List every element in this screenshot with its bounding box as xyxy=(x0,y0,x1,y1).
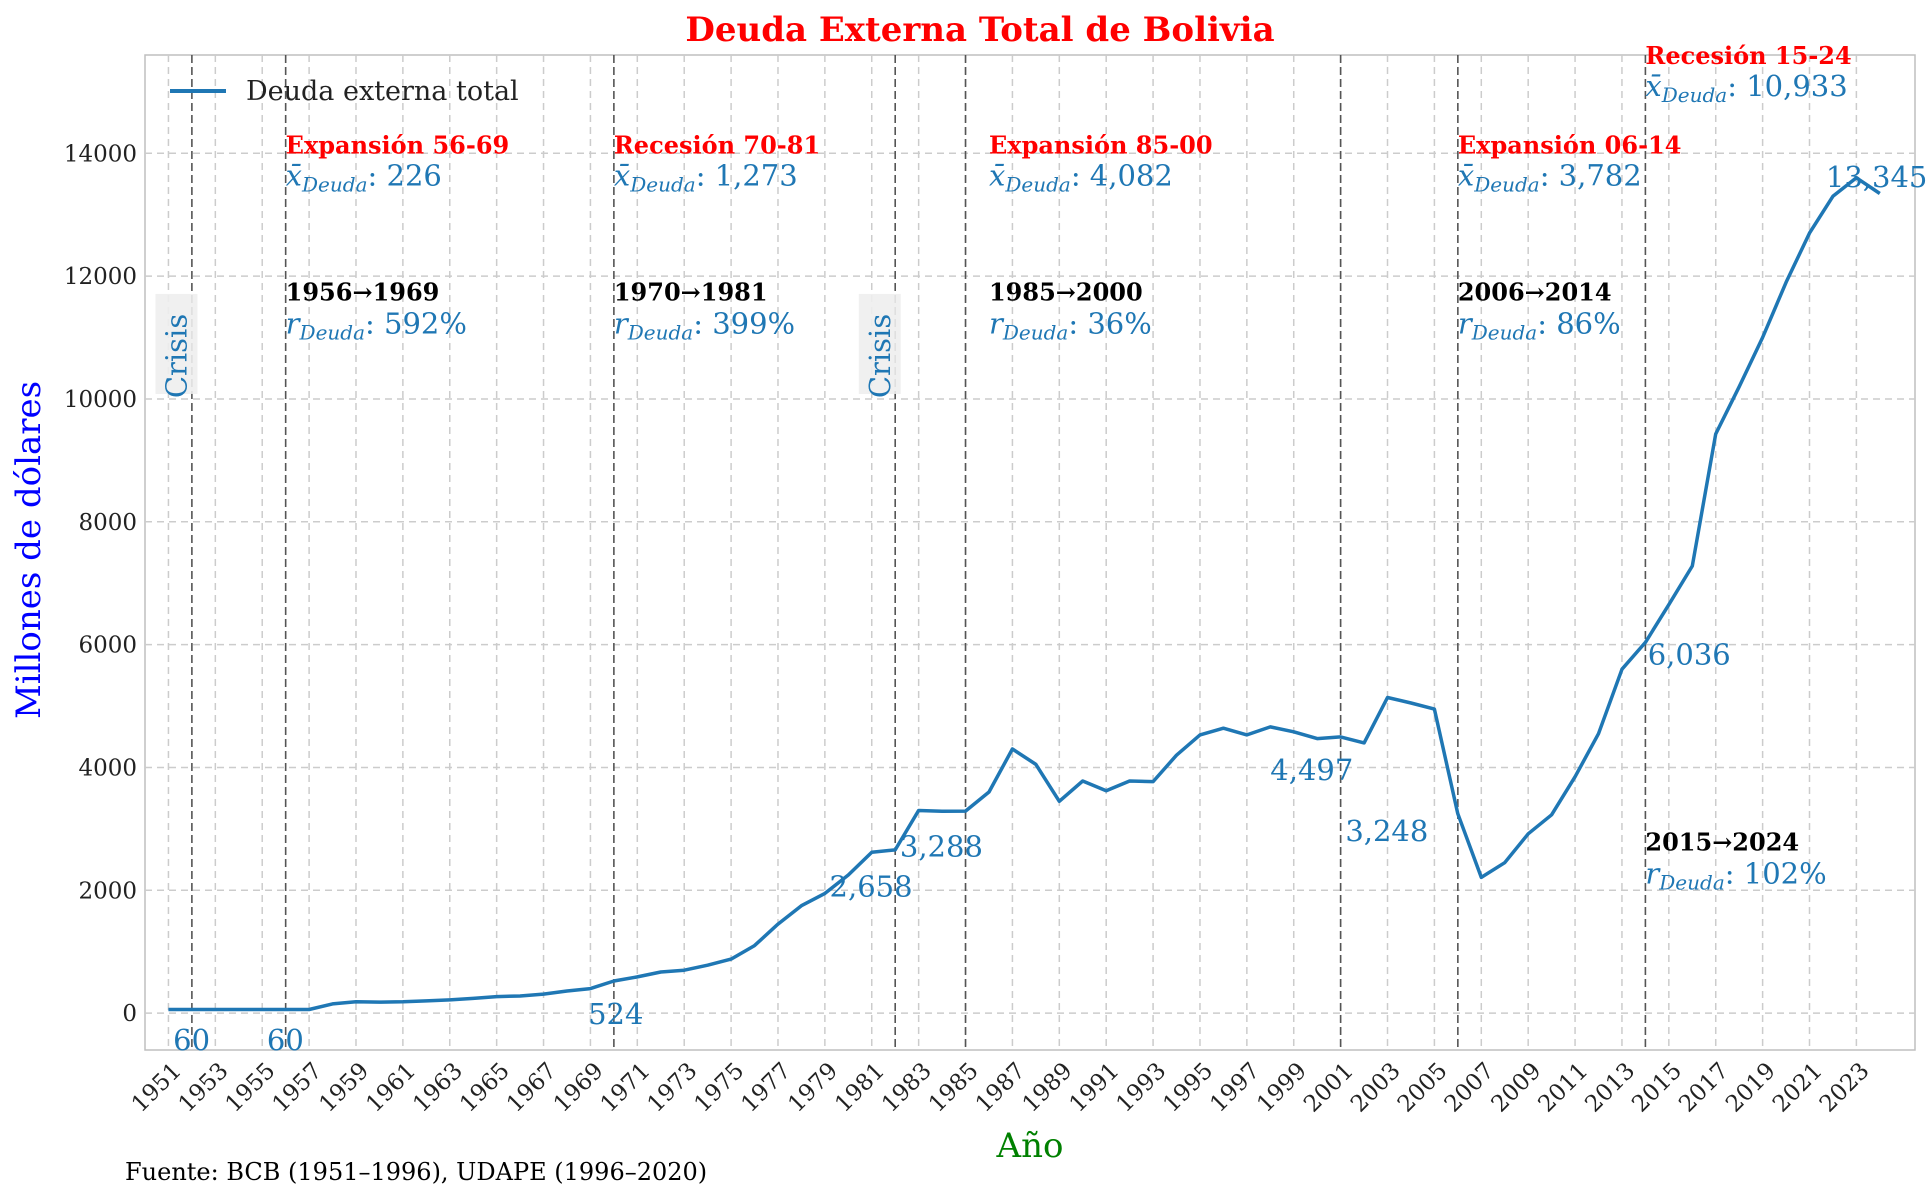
point-value-label: 60 xyxy=(173,1023,210,1057)
period-mean-label: x̄Deuda: 1,273 xyxy=(614,158,798,196)
x-tick-label: 1955 xyxy=(221,1058,281,1118)
period-range-label: 2006→2014 xyxy=(1458,278,1612,307)
x-tick-label: 1989 xyxy=(1018,1058,1078,1118)
x-tick-label: 2023 xyxy=(1815,1058,1875,1118)
x-tick-label: 1973 xyxy=(643,1058,703,1118)
legend-label: Deuda externa total xyxy=(246,76,519,107)
x-tick-label: 2007 xyxy=(1440,1058,1500,1118)
series-layer xyxy=(168,176,1881,1012)
point-value-label: 13,345 xyxy=(1826,160,1926,194)
period-growth-label: rDeuda: 592% xyxy=(286,307,467,345)
x-tick-label: 1959 xyxy=(314,1058,374,1118)
x-tick-label: 1993 xyxy=(1112,1058,1172,1118)
x-tick-label: 2011 xyxy=(1534,1058,1594,1118)
period-name-label: Expansión 06-14 xyxy=(1458,130,1682,159)
period-range-label: 1970→1981 xyxy=(614,278,768,307)
x-tick-label: 1961 xyxy=(361,1058,421,1118)
period-growth-label: rDeuda: 36% xyxy=(989,307,1152,345)
x-tick-label: 1991 xyxy=(1065,1058,1125,1118)
x-tick-label: 1963 xyxy=(408,1058,468,1118)
y-tick-label: 2000 xyxy=(78,878,137,904)
x-tick-label: 2017 xyxy=(1674,1058,1734,1118)
point-value-label: 524 xyxy=(588,997,643,1031)
y-tick-label: 6000 xyxy=(78,633,137,659)
x-tick-label: 1979 xyxy=(783,1058,843,1118)
period-name-label: Recesión 70-81 xyxy=(614,130,820,159)
y-tick-label: 10000 xyxy=(64,387,137,413)
period-dividers xyxy=(191,55,1647,1050)
series-line-deuda xyxy=(168,176,1881,1012)
grid-layer xyxy=(145,55,1915,1050)
period-range-label: 1956→1969 xyxy=(286,278,440,307)
period-name-label: Expansión 85-00 xyxy=(989,130,1213,159)
point-value-label: 6,036 xyxy=(1648,637,1731,671)
x-tick-label: 1995 xyxy=(1158,1058,1218,1118)
x-tick-label: 1977 xyxy=(736,1058,796,1118)
point-value-label: 4,497 xyxy=(1270,753,1353,787)
x-tick-label: 2015 xyxy=(1627,1058,1687,1118)
x-tick-label: 1953 xyxy=(174,1058,234,1118)
point-value-label: 3,248 xyxy=(1345,814,1428,848)
y-tick-label: 0 xyxy=(122,1001,137,1027)
period-mean-label: x̄Deuda: 3,782 xyxy=(1458,158,1642,196)
period-growth-label: rDeuda: 102% xyxy=(1645,856,1826,894)
x-tick-label: 1981 xyxy=(830,1058,890,1118)
point-value-label: 60 xyxy=(267,1023,304,1057)
x-tick-label: 1957 xyxy=(268,1058,328,1118)
x-tick-label: 2005 xyxy=(1393,1058,1453,1118)
period-name-label: Expansión 56-69 xyxy=(286,130,510,159)
x-tick-label: 1997 xyxy=(1205,1058,1265,1118)
x-tick-label: 1971 xyxy=(596,1058,656,1118)
x-tick-label: 2003 xyxy=(1346,1058,1406,1118)
period-mean-label: x̄Deuda: 10,933 xyxy=(1645,69,1847,107)
legend: Deuda externa total xyxy=(170,76,519,107)
period-mean-label: x̄Deuda: 226 xyxy=(286,158,442,196)
y-tick-label: 8000 xyxy=(78,510,137,536)
chart-title: Deuda Externa Total de Bolivia xyxy=(685,10,1274,50)
x-tick-label: 2001 xyxy=(1299,1058,1359,1118)
period-growth-label: rDeuda: 399% xyxy=(614,307,795,345)
x-tick-label: 2009 xyxy=(1487,1058,1547,1118)
x-tick-label: 2021 xyxy=(1768,1058,1828,1118)
x-tick-label: 1965 xyxy=(455,1058,515,1118)
x-tick-label: 1975 xyxy=(690,1058,750,1118)
crisis-label: Crisis xyxy=(159,314,193,398)
period-range-label: 1985→2000 xyxy=(989,278,1143,307)
period-mean-label: x̄Deuda: 4,082 xyxy=(989,158,1173,196)
point-value-label: 3,288 xyxy=(900,830,983,864)
x-tick-label: 2019 xyxy=(1721,1058,1781,1118)
x-tick-label: 1987 xyxy=(971,1058,1031,1118)
crisis-label-box xyxy=(155,293,198,394)
period-growth-label: rDeuda: 86% xyxy=(1458,307,1621,345)
crisis-label: Crisis xyxy=(863,314,897,398)
annotations: Expansión 56-69x̄Deuda: 2261956→1969rDeu… xyxy=(155,41,1926,1057)
y-tick-label: 12000 xyxy=(64,264,137,290)
point-value-label: 2,658 xyxy=(830,869,913,903)
plot-area xyxy=(144,54,1916,1051)
x-tick-label: 1983 xyxy=(877,1058,937,1118)
x-tick-label: 1985 xyxy=(924,1058,984,1118)
x-tick-label: 1951 xyxy=(127,1058,187,1118)
y-tick-label: 4000 xyxy=(78,755,137,781)
x-axis-label: Año xyxy=(996,1126,1064,1166)
source-note: Fuente: BCB (1951–1996), UDAPE (1996–202… xyxy=(125,1158,707,1186)
period-range-label: 2015→2024 xyxy=(1645,827,1799,856)
y-axis-label: Millones de dólares xyxy=(9,381,49,719)
x-tick-label: 2013 xyxy=(1580,1058,1640,1118)
x-tick-label: 1969 xyxy=(549,1058,609,1118)
y-tick-label: 14000 xyxy=(64,141,137,167)
x-tick-label: 1967 xyxy=(502,1058,562,1118)
period-name-label: Recesión 15-24 xyxy=(1645,41,1851,70)
x-tick-label: 1999 xyxy=(1252,1058,1312,1118)
crisis-label-box xyxy=(858,293,901,394)
